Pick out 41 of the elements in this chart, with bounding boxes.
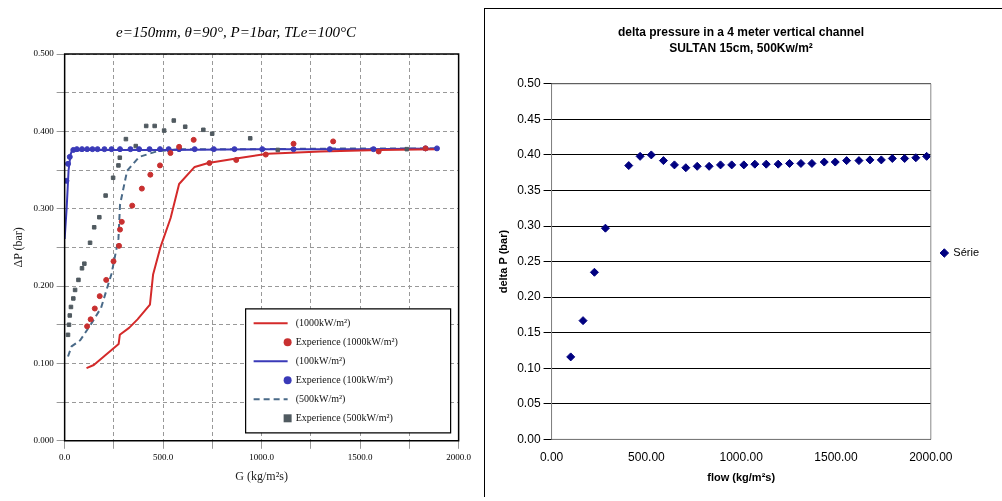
y-tick-label: 0.25 xyxy=(517,253,541,268)
x-tick-label: 1500.00 xyxy=(814,449,859,464)
y-tick-label: 0.000 xyxy=(33,435,55,446)
x-axis-title: flow (kg/m²s) xyxy=(707,471,776,484)
y-tick-label: 0.100 xyxy=(33,357,55,368)
x-tick-label: 1500.0 xyxy=(347,451,374,462)
x-tick-label: 0.00 xyxy=(539,449,564,464)
y-tick-label: 0.50 xyxy=(517,76,541,91)
y-tick-label: 0.40 xyxy=(517,147,541,162)
y-axis-title: delta P (bar) xyxy=(496,229,509,294)
chart-title: e=150mm, θ=90°, P=1bar, TLe=100°C xyxy=(116,23,357,40)
y-tick-label: 0.45 xyxy=(517,111,541,126)
y-tick-label: 0.200 xyxy=(33,280,55,291)
x-axis-title: G (kg/m²s) xyxy=(235,468,288,483)
y-tick-label: 0.400 xyxy=(33,125,55,136)
legend-label: Experience (500kW/m²) xyxy=(295,411,393,424)
y-tick-label: 0.30 xyxy=(517,218,541,233)
legend-label: (500kW/m²) xyxy=(295,392,346,405)
legend-label: Experience (1000kW/m²) xyxy=(295,335,398,348)
y-tick-label: 0.20 xyxy=(517,289,541,304)
y-tick-label: 0.300 xyxy=(33,203,55,214)
y-tick-label: 0.10 xyxy=(517,360,541,375)
x-tick-label: 500.0 xyxy=(153,451,174,462)
y-tick-label: 0.15 xyxy=(517,325,541,340)
legend-label: Série xyxy=(953,246,980,259)
x-tick-label: 2000.00 xyxy=(909,449,953,464)
y-tick-label: 0.05 xyxy=(517,396,541,411)
y-axis-title: ΔP (bar) xyxy=(11,227,26,268)
x-tick-label: 500.00 xyxy=(628,449,666,464)
legend-label: (100kW/m²) xyxy=(295,354,346,367)
legend-label: Experience (100kW/m²) xyxy=(295,373,393,386)
x-tick-label: 1000.00 xyxy=(719,449,764,464)
y-tick-label: 0.500 xyxy=(33,48,55,59)
legend-label: (1000kW/m²) xyxy=(295,316,351,329)
y-tick-label: 0.35 xyxy=(517,182,541,197)
chart-title: delta pressure in a 4 meter vertical channel xyxy=(617,24,865,39)
x-tick-label: 0.0 xyxy=(59,451,71,462)
chart-subtitle: SULTAN 15cm, 500Kw/m² xyxy=(669,40,813,55)
y-tick-label: 0.00 xyxy=(517,431,541,446)
x-tick-label: 2000.0 xyxy=(446,451,472,462)
x-tick-label: 1000.0 xyxy=(249,451,275,462)
